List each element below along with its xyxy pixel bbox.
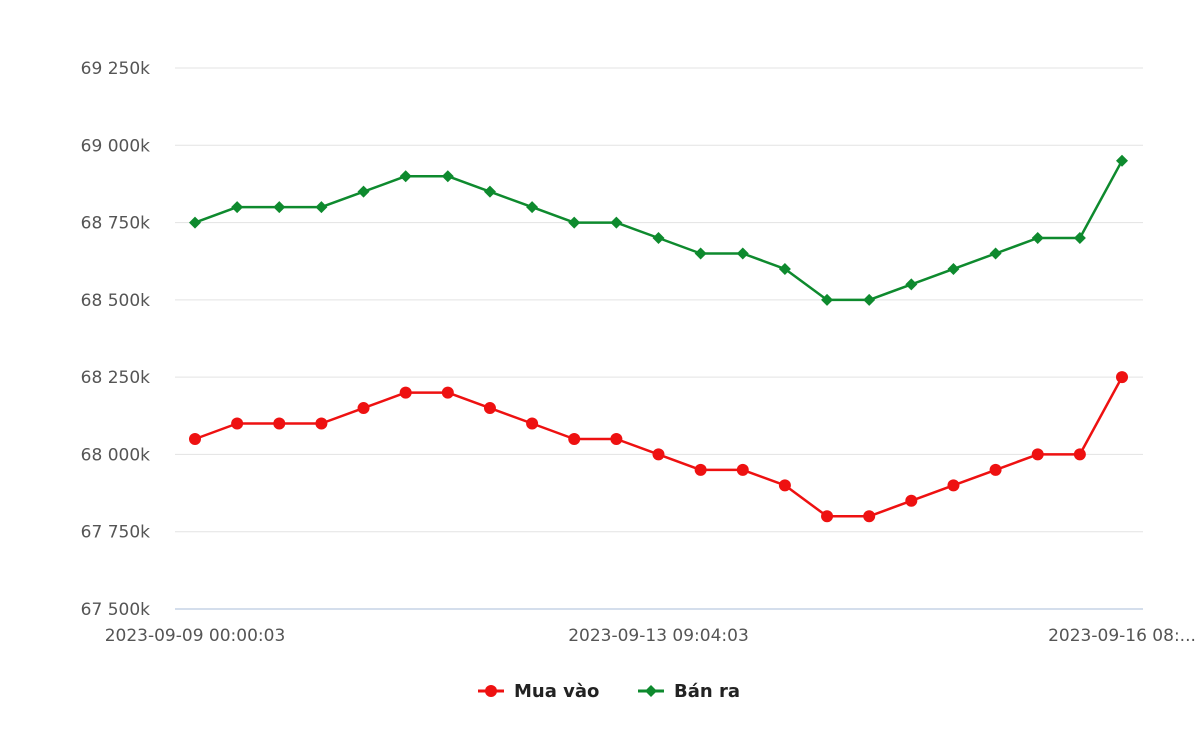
y-tick-label: 68 500k bbox=[81, 291, 150, 311]
series-line bbox=[194, 160, 1124, 302]
data-point bbox=[1031, 448, 1044, 461]
y-tick-label: 68 250k bbox=[81, 368, 150, 388]
data-point bbox=[315, 417, 328, 430]
x-tick-label: 2023-09-09 00:00:03 bbox=[105, 626, 286, 646]
data-point bbox=[315, 201, 328, 214]
data-point bbox=[821, 293, 834, 306]
y-tick-label: 67 500k bbox=[81, 600, 150, 620]
series-group bbox=[189, 154, 1128, 523]
legend-label: Bán ra bbox=[674, 681, 740, 702]
data-point bbox=[483, 402, 496, 415]
legend-item[interactable]: Mua vào bbox=[478, 681, 599, 702]
data-point bbox=[399, 386, 412, 399]
y-tick-label: 69 250k bbox=[81, 59, 150, 79]
x-axis-ticks: 2023-09-09 00:00:03 2023-09-13 09:04:03 20… bbox=[105, 626, 1196, 646]
series-mua-vao bbox=[189, 371, 1128, 523]
data-point bbox=[1073, 448, 1086, 461]
y-axis-ticks: 67 500k 67 750k 68 000k 68 250k 68 500k 68 75… bbox=[81, 59, 150, 620]
data-point bbox=[610, 432, 623, 445]
y-tick-label: 69 000k bbox=[81, 136, 150, 156]
series-ban-ra bbox=[189, 154, 1128, 306]
data-point bbox=[863, 510, 876, 523]
data-point bbox=[526, 417, 539, 430]
data-point bbox=[652, 232, 665, 245]
legend[interactable]: Mua vào Bán ra bbox=[478, 681, 740, 702]
data-point bbox=[357, 185, 370, 198]
data-point bbox=[652, 448, 665, 461]
data-point bbox=[399, 170, 412, 183]
data-point bbox=[273, 417, 286, 430]
series-line bbox=[194, 376, 1124, 518]
data-point bbox=[863, 293, 876, 306]
data-point bbox=[1073, 232, 1086, 245]
data-point bbox=[357, 402, 370, 415]
x-tick-label: 2023-09-16 08:... bbox=[1048, 626, 1196, 646]
y-tick-label: 67 750k bbox=[81, 523, 150, 543]
data-point bbox=[273, 201, 286, 214]
grid-lines bbox=[175, 67, 1143, 610]
legend-item[interactable]: Bán ra bbox=[638, 681, 740, 702]
data-point bbox=[1031, 232, 1044, 245]
data-point bbox=[947, 262, 960, 275]
y-tick-label: 68 750k bbox=[81, 214, 150, 234]
data-point bbox=[189, 216, 201, 229]
data-point bbox=[694, 463, 707, 476]
data-point bbox=[441, 170, 454, 183]
legend-marker bbox=[485, 685, 497, 697]
data-point bbox=[483, 185, 496, 198]
data-point bbox=[736, 247, 749, 260]
data-point bbox=[231, 417, 244, 430]
data-point bbox=[778, 479, 791, 492]
data-point bbox=[189, 432, 201, 445]
data-point bbox=[905, 494, 918, 507]
x-tick-label: 2023-09-13 09:04:03 bbox=[568, 626, 749, 646]
data-point bbox=[231, 201, 244, 214]
legend-marker bbox=[645, 685, 657, 697]
data-point bbox=[526, 201, 539, 214]
data-point bbox=[441, 386, 454, 399]
data-point bbox=[610, 216, 623, 229]
y-tick-label: 68 000k bbox=[81, 445, 150, 465]
data-point bbox=[905, 278, 918, 291]
data-point bbox=[821, 510, 834, 523]
data-point bbox=[568, 432, 581, 445]
data-point bbox=[694, 247, 707, 260]
legend-label: Mua vào bbox=[514, 681, 599, 702]
data-point bbox=[1116, 371, 1128, 384]
data-point bbox=[736, 463, 749, 476]
data-point bbox=[1116, 154, 1128, 167]
data-point bbox=[989, 247, 1002, 260]
data-point bbox=[989, 463, 1002, 476]
data-point bbox=[568, 216, 581, 229]
data-point bbox=[947, 479, 960, 492]
data-point bbox=[778, 262, 791, 275]
